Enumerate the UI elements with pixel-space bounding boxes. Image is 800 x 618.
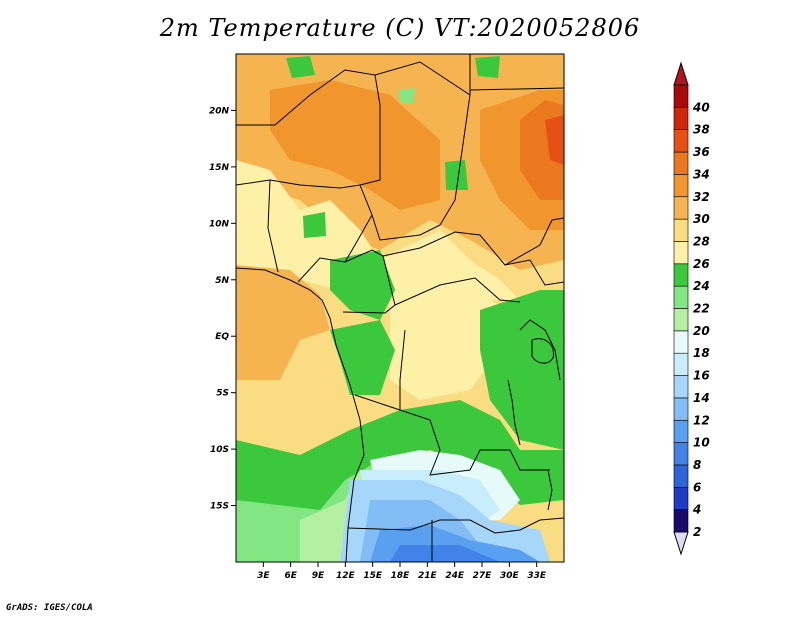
colorbar-swatch (673, 107, 689, 130)
colorbar-label: 14 (693, 391, 710, 405)
coastline (236, 267, 365, 562)
country-boundaries (236, 54, 564, 562)
colorbar-label: 10 (693, 436, 710, 450)
lake-malawi (547, 469, 553, 511)
colorbar-swatch (673, 442, 689, 466)
field-24-jos (303, 212, 326, 238)
colorbar-label: 30 (693, 212, 710, 226)
colorbar-swatch (673, 218, 689, 242)
colorbar-under-arrow (673, 531, 689, 556)
lon-tick-label: 12E (336, 571, 356, 581)
colorbar-swatch (673, 129, 689, 153)
colorbar-swatch (673, 84, 689, 108)
colorbar-swatch (673, 174, 689, 198)
colorbar-swatch (673, 308, 689, 332)
colorbar-swatch (673, 263, 689, 287)
field-30-sahara (270, 80, 440, 210)
colorbar-swatch (673, 509, 689, 533)
lon-tick-label: 15E (363, 571, 383, 581)
colorbar-label: 12 (693, 413, 710, 427)
colorbar-label: 38 (693, 123, 710, 137)
lake-victoria (531, 338, 554, 364)
boundary-path (342, 249, 396, 314)
field-8-plateau (390, 545, 500, 562)
colorbar-swatch (673, 397, 689, 421)
field-24-aïr (286, 56, 315, 78)
lon-tick-label: 30E (500, 571, 520, 581)
grads-credit: GrADS: IGES/COLA (6, 603, 93, 613)
field-28-gulf (236, 265, 330, 380)
boundary-path (382, 231, 564, 286)
boundary-path (469, 87, 564, 91)
lon-tick-label: 9E (312, 571, 325, 581)
colorbar-swatch (673, 464, 689, 488)
lon-tick-label: 24E (445, 571, 465, 581)
field-22-hills (398, 88, 415, 104)
field-24-cameroon (330, 250, 395, 320)
boundary-path (394, 277, 521, 306)
colorbar-swatch (673, 241, 689, 265)
lon-tick-label: 6E (284, 571, 297, 581)
lake-tanganyika (507, 379, 521, 446)
lat-tick-label: 20N (209, 106, 230, 116)
lat-tick-label: 15S (210, 502, 229, 512)
colorbar-label: 22 (693, 302, 710, 316)
lon-tick-label: 21E (418, 571, 438, 581)
colorbar-swatch (673, 419, 689, 443)
colorbar-swatch (673, 151, 689, 175)
colorbar-swatch (673, 196, 689, 220)
field-24-east (480, 290, 564, 450)
boundary-path (519, 319, 561, 381)
colorbar-label: 8 (693, 458, 701, 472)
chart-title: 2m Temperature (C) VT:2020052806 (159, 14, 641, 42)
colorbar-label: 18 (693, 346, 710, 360)
field-24-tibesti (475, 56, 500, 78)
temperature-field (236, 54, 564, 562)
longitude-axis: 3E 6E 9E 12E 15E 18E 21E 24E 27E 30E 33E (257, 562, 547, 581)
colorbar-label: 32 (693, 190, 710, 204)
lat-tick-label: 10N (209, 219, 230, 229)
boundary-path (371, 61, 471, 241)
lon-tick-label: 18E (391, 571, 411, 581)
colorbar-label: 36 (693, 145, 710, 159)
boundary-path (354, 394, 401, 411)
lat-tick-label: 10S (210, 445, 229, 455)
boundary-path (236, 69, 381, 186)
boundary-path (399, 329, 550, 476)
field-24-gabon (330, 320, 395, 395)
lat-tick-label: 15N (209, 163, 230, 173)
colorbar-swatch (673, 330, 689, 354)
colorbar-label: 20 (693, 324, 710, 338)
boundary-path (504, 217, 564, 266)
colorbar-label: 28 (693, 234, 710, 248)
colorbar-label: 6 (693, 480, 701, 494)
field-34-east (545, 115, 564, 165)
lon-tick-label: 27E (473, 571, 493, 581)
lat-tick-label: 5S (216, 389, 229, 399)
colorbar-label: 24 (693, 279, 710, 293)
colorbar-label: 16 (693, 369, 710, 383)
colorbar-over-arrow (673, 61, 689, 86)
colorbar-swatch (673, 375, 689, 399)
colorbar-label: 40 (692, 100, 710, 114)
lon-tick-label: 33E (527, 571, 547, 581)
boundary-path (236, 179, 373, 283)
boundary-path (267, 179, 279, 273)
latitude-axis: 20N 15N 10N 5N EQ 5S 10S 15S (209, 106, 236, 512)
lon-tick-label: 3E (257, 571, 270, 581)
colorbar-label: 34 (693, 167, 710, 181)
field-24-darfur (445, 160, 468, 190)
lat-tick-label: EQ (215, 332, 229, 342)
colorbar-swatch (673, 285, 689, 309)
boundary-path (347, 517, 564, 534)
lat-tick-label: 5N (215, 276, 229, 286)
field-26-sahel (236, 160, 520, 300)
colorbar-swatch (673, 352, 689, 376)
colorbar-label: 2 (693, 525, 701, 539)
colorbar-label: 4 (692, 503, 701, 517)
colorbar-label: 26 (693, 257, 710, 271)
colorbar-swatch (673, 486, 689, 510)
